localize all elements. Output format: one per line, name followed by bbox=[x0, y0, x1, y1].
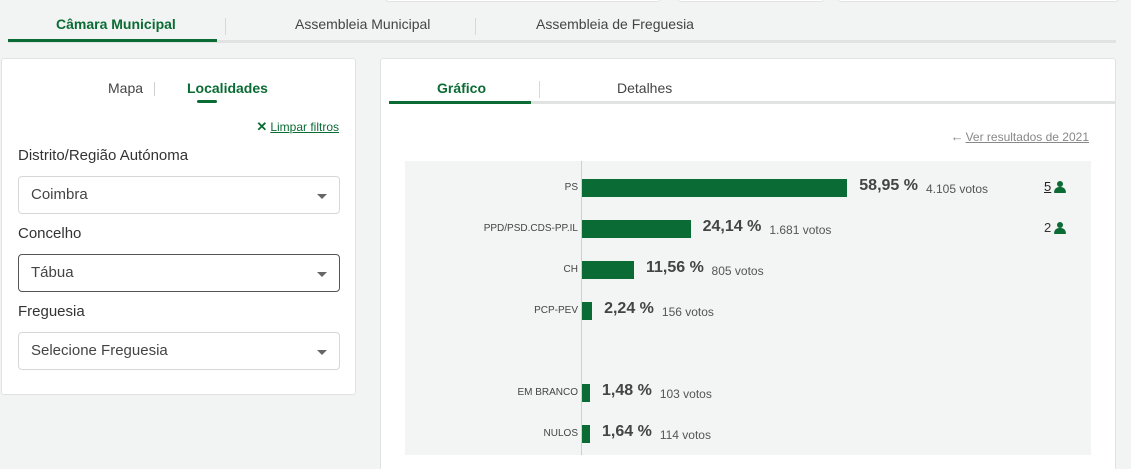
municipality-select[interactable]: Tábua bbox=[18, 254, 340, 292]
chevron-down-icon bbox=[317, 272, 327, 277]
votes-label: 114 votos bbox=[659, 428, 711, 442]
tab-camara-municipal[interactable]: Câmara Municipal bbox=[56, 16, 176, 32]
seats-count: 2 bbox=[1044, 220, 1067, 235]
previous-results-label: Ver resultados de 2021 bbox=[965, 129, 1089, 144]
active-tab-indicator bbox=[389, 101, 531, 104]
active-tab-indicator bbox=[197, 100, 217, 103]
tab-grafico[interactable]: Gráfico bbox=[437, 80, 487, 96]
seats-number: 2 bbox=[1044, 220, 1052, 235]
chart-row: PPD/PSD.CDS-PP.IL 24,14 % 1.681 votos 2 bbox=[405, 218, 1091, 241]
top-card-3 bbox=[836, 0, 1120, 2]
result-bar bbox=[582, 261, 635, 279]
party-label: PPD/PSD.CDS-PP.IL bbox=[483, 223, 578, 234]
tab-assembleia-freguesia[interactable]: Assembleia de Freguesia bbox=[536, 16, 694, 32]
district-select[interactable]: Coimbra bbox=[18, 176, 340, 214]
tab-separator bbox=[539, 81, 540, 98]
tab-separator bbox=[225, 18, 226, 35]
votes-label: 156 votos bbox=[661, 305, 714, 319]
results-panel: Gráfico Detalhes ← Ver resultados de 202… bbox=[380, 58, 1116, 469]
tab-assembleia-municipal[interactable]: Assembleia Municipal bbox=[295, 16, 431, 32]
parish-value: Selecione Freguesia bbox=[31, 342, 168, 359]
filters-panel: Mapa Localidades ✕ Limpar filtros Distri… bbox=[1, 58, 356, 395]
percent-label: 24,14 % bbox=[702, 218, 762, 235]
percent-label: 2,24 % bbox=[604, 300, 654, 317]
percent-label: 11,56 % bbox=[646, 259, 704, 276]
results-view-tabs: Gráfico Detalhes bbox=[389, 59, 1115, 104]
election-type-tabs: Câmara Municipal Assembleia Municipal As… bbox=[8, 8, 1116, 43]
arrow-left-icon: ← bbox=[950, 129, 964, 144]
top-card-1 bbox=[384, 0, 662, 2]
clear-filters-label: Limpar filtros bbox=[270, 120, 339, 134]
tab-separator bbox=[475, 18, 476, 35]
party-label: PCP-PEV bbox=[534, 305, 578, 316]
active-tab-indicator bbox=[8, 39, 217, 42]
result-bar bbox=[582, 220, 691, 238]
district-label: Distrito/Região Autónoma bbox=[18, 147, 189, 164]
votes-label: 1.681 votos bbox=[769, 223, 832, 237]
votes-label: 805 votos bbox=[711, 264, 764, 278]
results-bar-chart: PS 58,95 % 4.105 votos 5 PPD/PSD.CDS-PP.IL 24… bbox=[405, 161, 1091, 455]
party-label: EM BRANCO bbox=[517, 387, 578, 398]
tab-localidades[interactable]: Localidades bbox=[187, 80, 268, 96]
result-bar bbox=[582, 384, 590, 402]
person-icon bbox=[1054, 221, 1067, 234]
chart-row: NULOS 1,64 % 114 votos bbox=[405, 423, 1091, 446]
party-label: NULOS bbox=[543, 428, 578, 439]
chart-row: EM BRANCO 1,48 % 103 votos bbox=[405, 382, 1091, 405]
result-bar bbox=[582, 302, 593, 320]
chevron-down-icon bbox=[317, 194, 327, 199]
percent-label: 1,64 % bbox=[602, 423, 652, 440]
tab-mapa[interactable]: Mapa bbox=[108, 80, 144, 96]
district-value: Coimbra bbox=[31, 186, 88, 203]
party-label: PS bbox=[564, 182, 578, 193]
close-icon: ✕ bbox=[256, 119, 268, 134]
municipality-value: Tábua bbox=[31, 264, 74, 281]
votes-label: 103 votos bbox=[659, 387, 712, 401]
chart-row: PS 58,95 % 4.105 votos 5 bbox=[405, 177, 1091, 200]
percent-label: 1,48 % bbox=[602, 382, 652, 399]
municipality-label: Concelho bbox=[18, 225, 82, 242]
chart-axis bbox=[581, 161, 582, 455]
seats-count[interactable]: 5 bbox=[1044, 179, 1067, 194]
chart-row: CH 11,56 % 805 votos bbox=[405, 259, 1091, 282]
person-icon bbox=[1054, 180, 1067, 193]
chart-row: PCP-PEV 2,24 % 156 votos bbox=[405, 300, 1091, 323]
result-bar bbox=[582, 179, 848, 197]
seats-number: 5 bbox=[1044, 179, 1052, 194]
parish-label: Freguesia bbox=[18, 303, 85, 320]
top-card-2 bbox=[676, 0, 826, 2]
party-label: CH bbox=[563, 264, 578, 275]
clear-filters-link[interactable]: ✕ Limpar filtros bbox=[256, 119, 339, 135]
parish-select[interactable]: Selecione Freguesia bbox=[18, 332, 340, 370]
previous-results-link[interactable]: ← Ver resultados de 2021 bbox=[951, 129, 1089, 144]
result-bar bbox=[582, 425, 590, 443]
chevron-down-icon bbox=[317, 350, 327, 355]
percent-label: 58,95 % bbox=[859, 177, 918, 194]
tab-separator bbox=[154, 82, 155, 96]
votes-label: 4.105 votos bbox=[925, 182, 989, 196]
tab-detalhes[interactable]: Detalhes bbox=[617, 80, 673, 96]
